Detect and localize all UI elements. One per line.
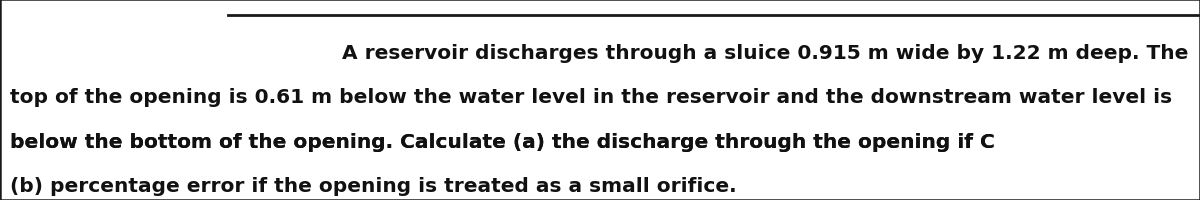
Text: A reservoir discharges through a sluice 0.915 m wide by 1.22 m deep. The: A reservoir discharges through a sluice … [342, 44, 1188, 63]
Text: top of the opening is 0.61 m below the water level in the reservoir and the down: top of the opening is 0.61 m below the w… [10, 88, 1171, 107]
Text: below the bottom of the opening. Calculate (a) the discharge through the opening: below the bottom of the opening. Calcula… [10, 132, 995, 151]
Text: below the bottom of the opening. Calculate (a) the discharge through the opening: below the bottom of the opening. Calcula… [10, 132, 995, 151]
Text: (b) percentage error if the opening is treated as a small orifice.: (b) percentage error if the opening is t… [10, 176, 737, 195]
